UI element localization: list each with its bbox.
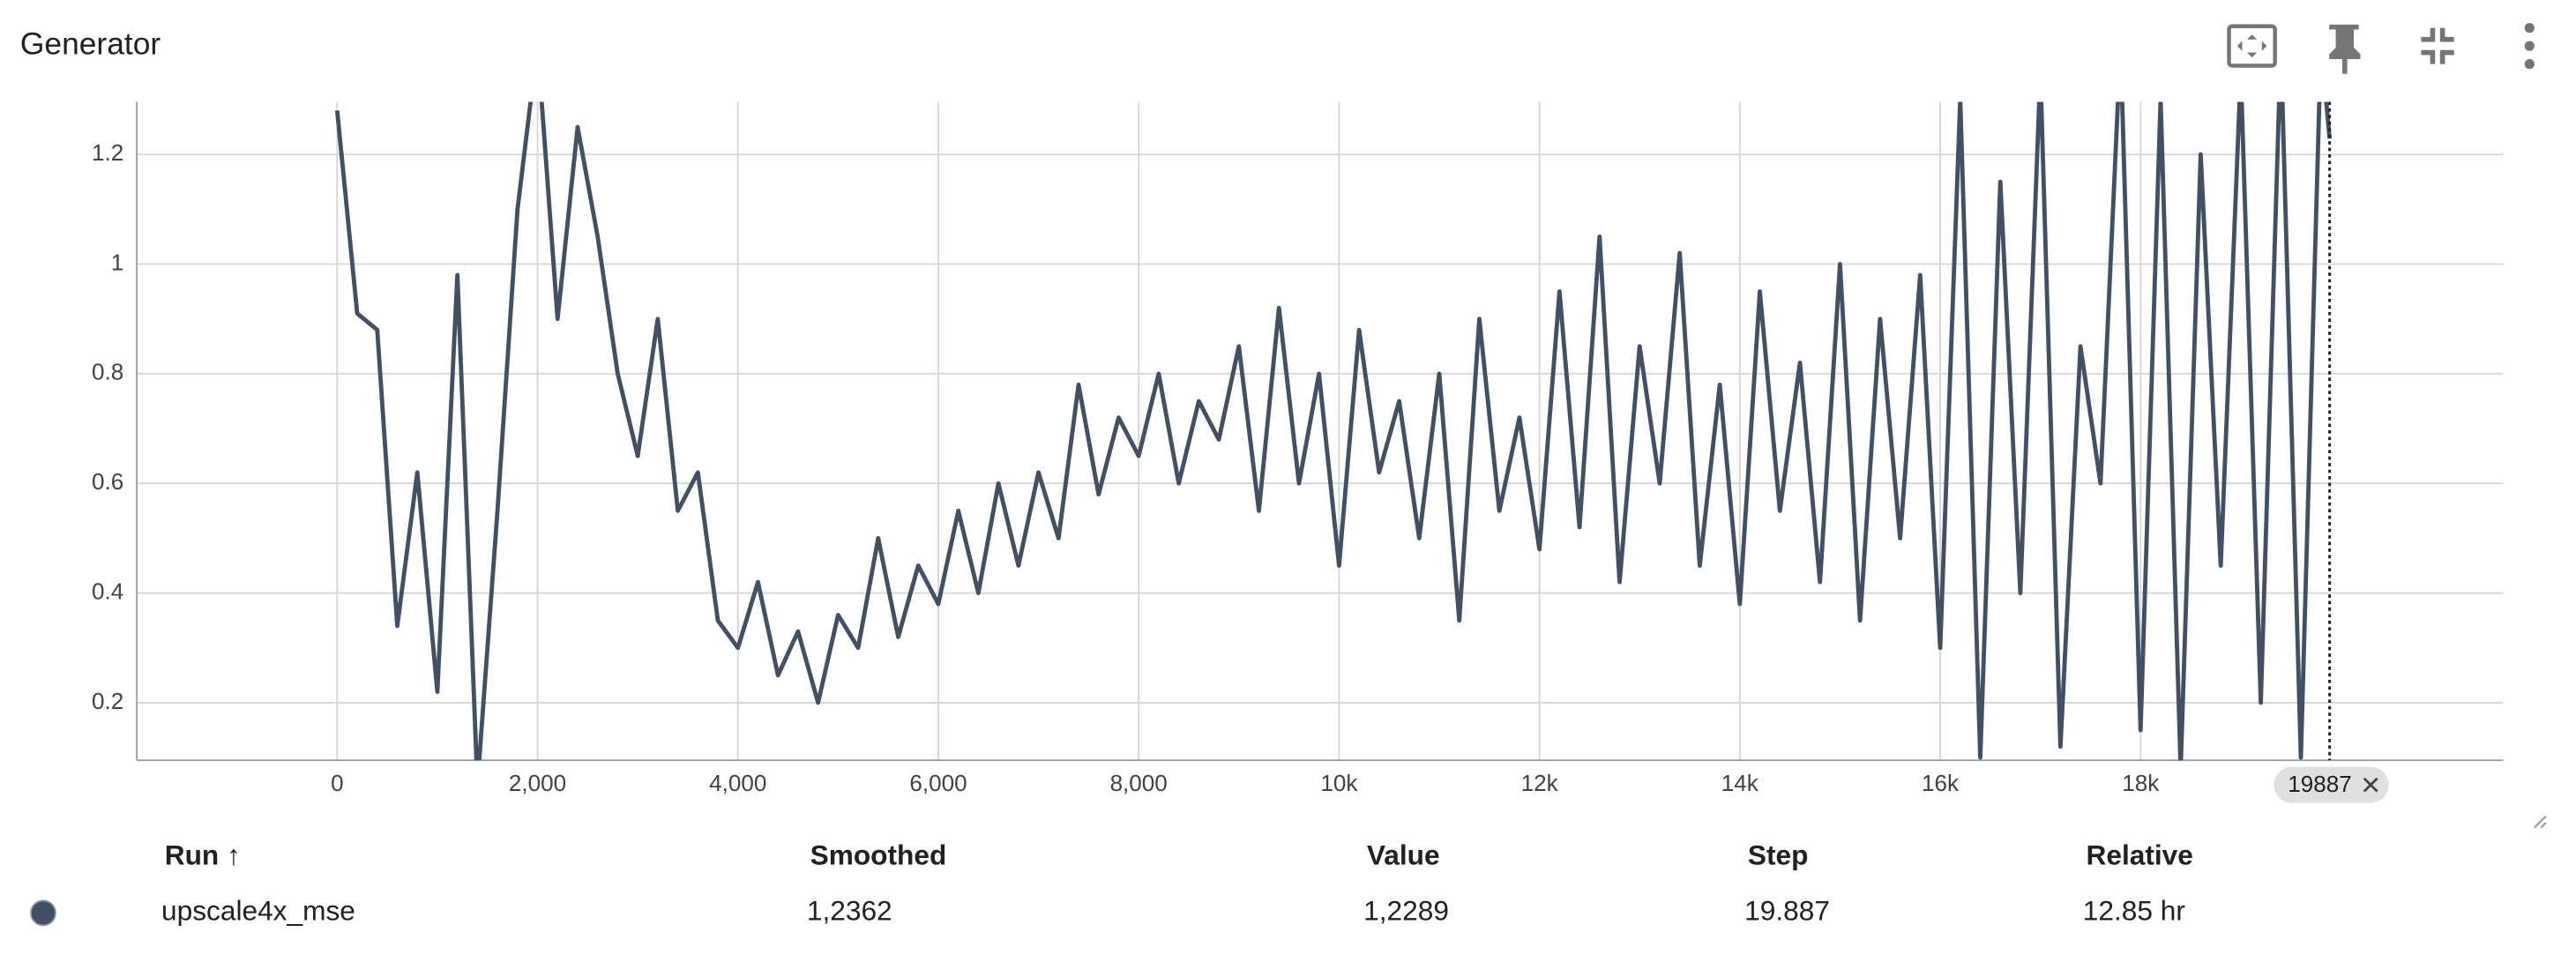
column-header: Smoothed	[810, 839, 947, 870]
table-cell: 1,2289	[1363, 895, 1449, 927]
fit-icon[interactable]	[2227, 24, 2277, 68]
x-tick-label: 2,000	[509, 770, 566, 796]
y-tick-label: 0.6	[92, 468, 123, 495]
x-tick-label: 18k	[2122, 770, 2160, 796]
column-header: Step	[1748, 839, 1809, 870]
step-chip-label: 19887	[2288, 771, 2351, 797]
x-tick-label: 12k	[1521, 770, 1559, 796]
y-tick-label: 0.2	[92, 688, 123, 714]
series-line	[334, 101, 2333, 761]
run-color	[30, 899, 56, 927]
x-tick-label: 6,000	[909, 770, 967, 796]
table-cell: 1,2362	[807, 895, 892, 927]
column-header: Value	[1367, 839, 1440, 870]
y-tick-label: 0.4	[92, 578, 123, 604]
table-cell: upscale4x_mse	[161, 895, 355, 927]
y-tick-label: 1	[111, 249, 124, 275]
resize-handle[interactable]	[2534, 815, 2547, 829]
run-table: Run ↑ Smoothed Value Step Relative upscale4x_…	[30, 839, 2193, 927]
pin-icon[interactable]	[2329, 24, 2361, 74]
x-tick-label: 14k	[1721, 770, 1759, 796]
x-tick-label: 0	[331, 770, 344, 796]
column-header[interactable]: Run ↑	[165, 839, 241, 870]
grid	[137, 101, 2504, 761]
axis-labels: 0.2 0.4 0.6 0.8 1 1.2 0 2,000 4,000 6,000 8,000 10k…	[92, 139, 2389, 803]
card-title: Generator	[20, 26, 161, 61]
x-tick-label: 8,000	[1110, 770, 1168, 796]
y-tick-label: 0.8	[92, 359, 123, 385]
table-cell: 19.887	[1744, 895, 1830, 927]
x-tick-label: 10k	[1320, 770, 1358, 796]
y-tick-label: 1.2	[92, 139, 123, 166]
step-chip-close[interactable]	[2363, 777, 2378, 793]
plot-area	[334, 101, 2333, 761]
x-tick-label: 4,000	[709, 770, 766, 796]
step-chip	[2274, 766, 2389, 803]
more-icon[interactable]	[2524, 23, 2535, 70]
table-cell: 12.85 hr	[2083, 895, 2186, 927]
collapse-icon[interactable]	[2421, 27, 2454, 64]
column-header: Relative	[2087, 839, 2193, 870]
x-tick-label: 16k	[1922, 770, 1960, 796]
